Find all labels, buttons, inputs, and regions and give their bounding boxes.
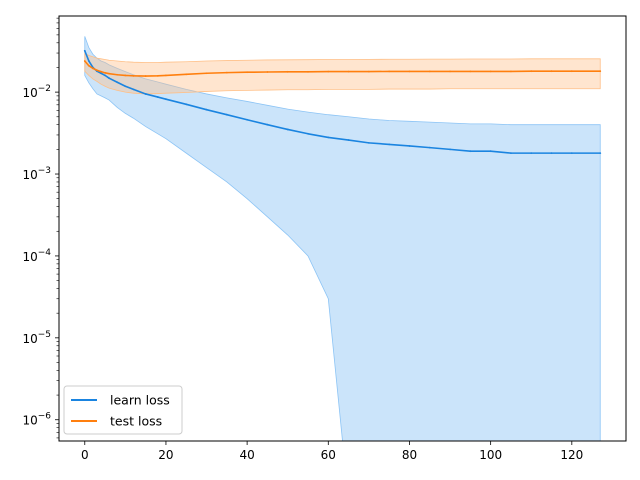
learn-loss-point [599,152,602,155]
test-loss-point [550,70,553,73]
test-loss-point [144,75,147,77]
test-loss-point [100,70,102,73]
test-loss-point [408,70,411,73]
learn-loss-point [116,81,119,84]
x-tick-label: 40 [239,448,254,462]
test-loss-point [327,70,330,73]
y-tick-label: 10−4 [22,248,51,264]
test-loss-point [469,70,472,73]
y-tick-label: 10−6 [22,412,51,428]
series-lines [83,49,602,155]
test-loss-point [108,72,111,75]
test-loss-point [83,60,86,62]
learn-loss-point [165,98,167,101]
learn-loss-point [347,139,350,141]
learn-loss-point [87,60,90,62]
test-loss-point [124,74,127,77]
learn-loss-point [104,74,106,77]
learn-loss-point [124,85,127,88]
plot-area [59,16,626,441]
confidence-bands [84,36,601,441]
learn-loss-point [266,123,269,126]
y-axis: 10−6 10−5 10−4 10−3 10−2 [22,17,59,439]
learn-loss-point [408,145,411,147]
test-loss-point [367,70,370,73]
learn-loss-point [225,113,228,116]
x-axis: 0 20 40 60 80 100 120 [81,441,583,462]
learn-loss-line [84,50,601,154]
learn-loss-point [367,141,370,144]
test-loss-point [570,70,573,73]
test-loss-point [347,70,350,73]
test-loss-point [286,70,289,73]
test-loss-point [156,74,159,77]
learn-loss-point [286,128,289,131]
test-loss-point [388,70,391,73]
y-tick-label: 10−5 [22,330,51,346]
learn-loss-point [510,152,512,155]
learn-loss-point [388,143,391,146]
learn-loss-point [489,150,492,153]
test-loss-band [84,52,601,95]
learn-loss-point [108,77,111,80]
learn-loss-point [83,49,86,52]
test-loss-point [104,71,106,74]
test-loss-point [91,67,94,70]
learn-loss-point [449,148,451,151]
learn-loss-point [246,118,249,121]
learn-loss-point [205,108,208,111]
learn-loss-point [530,152,533,155]
test-loss-point [132,74,135,77]
test-loss-point [510,70,512,73]
test-loss-point [185,73,188,76]
y-tick-label: 10−3 [22,166,51,182]
learn-loss-point [132,88,135,91]
x-tick-label: 100 [479,448,502,462]
plot-frame [58,15,627,442]
test-loss-point [530,70,533,73]
test-loss-legend-label: test loss [110,414,162,429]
test-loss-point [489,70,492,73]
test-loss-point [96,69,98,72]
test-loss-point [599,70,602,73]
x-tick-label: 0 [81,448,89,462]
legend: learn loss test loss [63,385,183,435]
test-loss-point [87,64,90,67]
learn-loss-point [469,150,472,153]
test-loss-point [428,70,431,73]
learn-loss-point [156,96,159,98]
test-loss-point [307,70,309,73]
x-tick-label: 80 [402,448,417,462]
learn-loss-point [570,152,573,155]
learn-loss-point [327,136,330,139]
x-tick-label: 20 [158,448,173,462]
learn-loss-point [550,152,553,155]
test-loss-point [225,71,228,74]
learn-loss-point [428,146,431,149]
learn-loss-point [144,93,147,95]
test-loss-line [84,60,601,77]
test-loss-point [449,70,451,73]
x-tick-label: 60 [321,448,336,462]
x-tick-label: 120 [560,448,583,462]
test-loss-point [246,71,249,74]
learn-loss-point [185,103,188,106]
test-loss-point [165,74,167,77]
y-tick-label: 10−2 [22,84,51,100]
learn-loss-band [84,36,601,441]
learn-loss-legend-label: learn loss [110,393,170,408]
test-loss-point [266,71,269,73]
learn-loss-point [100,72,102,75]
learn-loss-point [307,132,309,135]
test-loss-point [205,72,208,75]
test-loss-point [116,73,119,76]
